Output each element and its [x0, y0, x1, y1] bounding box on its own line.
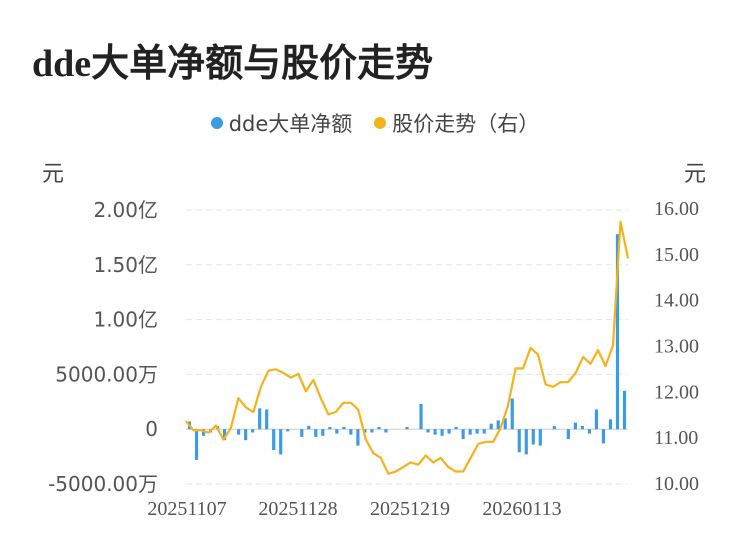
x-tick-label: 20251107	[147, 498, 226, 520]
x-tick-label: 20251128	[258, 498, 337, 520]
dde-bar	[433, 429, 437, 435]
legend-label-dde: dde大单净额	[228, 112, 353, 136]
dde-bar	[510, 398, 514, 430]
dde-bar	[300, 429, 304, 437]
dde-bar	[454, 427, 458, 430]
legend-label-price: 股价走势（右）	[392, 112, 540, 136]
y-right-tick-label: 14.00	[654, 290, 699, 312]
dde-bar	[573, 422, 577, 430]
y-right-tick-label: 13.00	[654, 336, 699, 358]
y-right-tick-label: 16.00	[654, 198, 699, 220]
dde-bar	[279, 429, 283, 455]
legend-item-price[interactable]: 股价走势（右）	[374, 108, 539, 138]
dde-bar	[244, 429, 248, 441]
dde-bar	[321, 429, 325, 436]
dde-bar	[538, 429, 542, 446]
y-left-tick-label: 1.00亿	[93, 308, 158, 332]
dde-bar	[237, 429, 241, 435]
dde-bar	[377, 427, 381, 430]
dde-bar	[265, 409, 269, 430]
chart-title: dde大单净额与股价走势	[32, 43, 434, 85]
dde-bar	[405, 427, 409, 430]
dde-bar	[601, 429, 606, 444]
dde-bar	[566, 429, 570, 440]
dde-bar	[475, 429, 479, 434]
dde-bar	[201, 429, 206, 436]
dde-bar	[384, 429, 388, 433]
dde-bar	[622, 390, 627, 430]
legend-item-dde[interactable]: dde大单净额	[210, 108, 353, 138]
legend-dot-dde	[210, 117, 223, 129]
dde-bar	[489, 423, 493, 430]
left-axis-unit: 元	[42, 162, 65, 187]
dde-bar	[524, 429, 528, 455]
y-left-tick-label: -5000.00万	[48, 472, 158, 496]
dde-bar	[258, 408, 262, 430]
legend-dot-price	[374, 117, 387, 129]
dde-bar	[272, 429, 276, 451]
dde-bar	[307, 425, 311, 430]
y-right-tick-label: 11.00	[654, 427, 698, 449]
dde-bar	[251, 429, 255, 433]
y-right-tick-label: 12.00	[654, 381, 699, 403]
dde-bar	[447, 429, 451, 434]
dde-bar	[335, 429, 339, 434]
dde-bar	[503, 418, 507, 430]
dde-bar	[580, 425, 584, 430]
dde-bar	[608, 419, 613, 430]
dde-bar	[314, 429, 318, 437]
x-tick-label: 20260113	[482, 498, 561, 520]
dde-bar	[468, 429, 472, 435]
dde-bar	[194, 429, 199, 460]
y-left-tick-label: 1.50亿	[93, 253, 158, 277]
dde-bar	[496, 420, 500, 430]
y-right-tick-label: 15.00	[654, 244, 699, 266]
dde-bar	[419, 403, 423, 430]
dde-bar	[482, 429, 486, 434]
dde-bar	[363, 429, 367, 433]
dde-bar	[552, 425, 556, 430]
dde-bar	[286, 429, 290, 432]
dde-bar	[531, 429, 535, 445]
dde-bar	[426, 429, 430, 433]
dde-bar	[517, 429, 521, 453]
dde-bar	[594, 409, 599, 430]
y-left-tick-label: 0	[145, 417, 158, 441]
dde-bar	[370, 429, 374, 433]
y-left-tick-label: 5000.00万	[55, 362, 158, 386]
dde-bar	[223, 429, 227, 441]
price-line	[185, 220, 630, 475]
dde-bar	[349, 429, 353, 435]
y-right-tick-label: 10.00	[654, 473, 699, 495]
dde-bar	[356, 429, 360, 446]
x-tick-label: 20251219	[370, 498, 450, 520]
dde-bar	[342, 427, 346, 430]
right-axis-unit: 元	[684, 162, 707, 187]
dde-bar	[587, 429, 591, 434]
legend: dde大单净额 股价走势（右）	[0, 108, 750, 138]
dde-bar	[440, 429, 444, 436]
dde-bar	[461, 429, 465, 440]
dde-bar	[615, 234, 620, 430]
dde-bar	[328, 427, 332, 430]
y-left-tick-label: 2.00亿	[93, 198, 158, 222]
